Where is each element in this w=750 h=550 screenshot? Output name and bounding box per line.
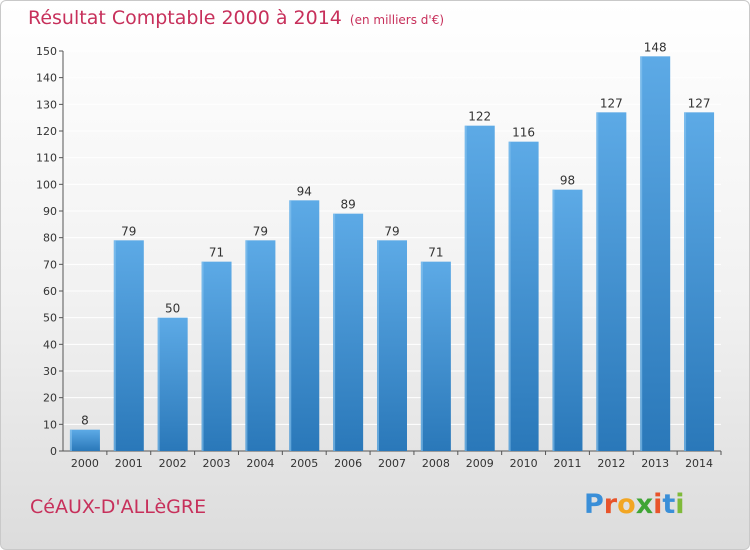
bar <box>289 200 320 451</box>
y-tick-label: 70 <box>43 258 57 271</box>
bar <box>596 112 627 451</box>
logo-letter: r <box>603 489 618 520</box>
bar-highlight <box>333 213 336 451</box>
data-label: 148 <box>644 40 667 54</box>
bar-highlight <box>508 141 511 451</box>
data-label: 127 <box>688 96 711 110</box>
y-tick-label: 20 <box>43 392 57 405</box>
x-tick-label: 2008 <box>422 457 450 470</box>
bar <box>552 189 583 451</box>
y-tick-label: 140 <box>36 72 57 85</box>
bar <box>464 125 495 452</box>
data-label: 79 <box>121 224 136 238</box>
logo-letter: t <box>662 489 676 520</box>
bar-highlight <box>684 112 687 451</box>
y-tick-label: 130 <box>36 98 57 111</box>
bar <box>157 317 188 451</box>
bar <box>333 213 364 451</box>
y-tick-label: 100 <box>36 178 57 191</box>
bar <box>377 240 407 451</box>
x-tick-label: 2011 <box>553 457 581 470</box>
bar-highlight <box>464 125 467 452</box>
bar <box>640 56 671 451</box>
data-label: 50 <box>165 302 180 316</box>
data-label: 71 <box>209 246 224 260</box>
data-label: 98 <box>560 174 575 188</box>
data-label: 79 <box>384 224 399 238</box>
proxiti-logo[interactable]: Proxiti <box>584 489 685 520</box>
x-tick-label: 2006 <box>334 457 362 470</box>
data-label: 127 <box>600 96 623 110</box>
x-tick-label: 2012 <box>597 457 625 470</box>
x-tick-label: 2010 <box>510 457 538 470</box>
y-tick-label: 50 <box>43 312 57 325</box>
data-label: 71 <box>428 246 443 260</box>
y-tick-label: 80 <box>43 232 57 245</box>
chart-title: Résultat Comptable 2000 à 2014 (en millie… <box>28 7 444 29</box>
logo-letter: x <box>635 489 654 520</box>
bar <box>69 429 100 451</box>
bar <box>201 261 232 451</box>
bar <box>684 112 715 451</box>
x-tick-label: 2009 <box>466 457 494 470</box>
bar <box>508 141 539 451</box>
bars <box>69 56 715 452</box>
y-tick-label: 120 <box>36 125 57 138</box>
bar-highlight <box>377 240 379 451</box>
bar-highlight <box>596 112 599 451</box>
logo-letter: P <box>584 489 604 520</box>
chart-title-text: Résultat Comptable 2000 à 2014 <box>28 7 342 29</box>
logo-letter: i <box>675 489 685 520</box>
x-tick-label: 2004 <box>246 457 274 470</box>
x-tick-label: 2007 <box>378 457 406 470</box>
y-tick-label: 10 <box>43 418 57 431</box>
bar-highlight <box>420 261 423 451</box>
data-label: 116 <box>512 126 535 140</box>
y-tick-label: 150 <box>36 45 57 58</box>
data-label: 94 <box>297 184 312 198</box>
x-tick-label: 2001 <box>115 457 143 470</box>
y-tick-label: 60 <box>43 285 57 298</box>
commune-name: CéAUX-D'ALLèGRE <box>30 496 207 518</box>
axes: 0 10 20 30 40 50 60 70 80 90 100 110 120 130 140 150 <box>36 45 722 458</box>
data-label: 122 <box>468 110 491 124</box>
x-tick-label: 2000 <box>71 457 99 470</box>
y-tick-label: 90 <box>43 205 57 218</box>
bar <box>245 240 276 451</box>
data-label: 8 <box>81 414 89 428</box>
y-tick-label: 110 <box>36 152 57 165</box>
chart-unit: (en milliers d'€) <box>349 13 445 27</box>
y-tick-label: 30 <box>43 365 57 378</box>
bar-highlight <box>157 317 160 451</box>
bar <box>113 240 144 451</box>
x-tick-label: 2014 <box>685 457 713 470</box>
bar-highlight <box>289 200 292 451</box>
labels: 8 2000 79 2001 50 2002 71 2003 79 2004 94 2005 89 200… <box>71 40 713 470</box>
bar-highlight <box>640 56 643 451</box>
bar <box>420 261 451 451</box>
logo-letter: o <box>617 489 636 520</box>
bar-highlight <box>69 429 72 451</box>
x-tick-label: 2013 <box>641 457 669 470</box>
data-label: 79 <box>253 224 268 238</box>
bar-highlight <box>113 240 116 451</box>
bar-highlight <box>201 261 204 451</box>
x-tick-label: 2005 <box>290 457 318 470</box>
logo-letter: i <box>653 489 663 520</box>
bar-highlight <box>245 240 248 451</box>
bar-highlight <box>552 189 555 451</box>
y-tick-label: 40 <box>43 338 57 351</box>
data-label: 89 <box>340 198 355 212</box>
x-tick-label: 2002 <box>159 457 187 470</box>
y-tick-label: 0 <box>50 445 57 458</box>
x-tick-label: 2003 <box>203 457 231 470</box>
